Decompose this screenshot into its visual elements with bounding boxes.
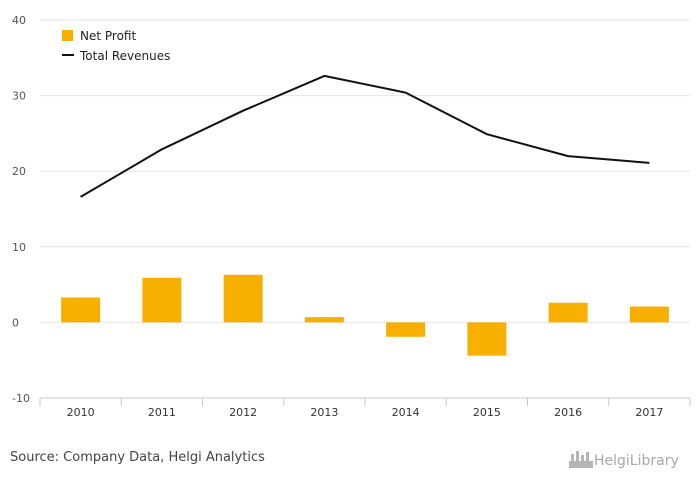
net-profit-bar <box>61 297 101 323</box>
x-tick-label: 2011 <box>148 406 176 419</box>
brand-logo: HelgiLibrary <box>568 449 679 473</box>
x-tick-label: 2012 <box>229 406 257 419</box>
net-profit-bar <box>223 274 263 323</box>
x-tick-label: 2014 <box>392 406 420 419</box>
y-tick-label: 40 <box>12 14 26 27</box>
legend-swatch-net-profit <box>62 30 73 41</box>
total-revenues-line <box>80 74 650 198</box>
grid-lines <box>40 19 690 323</box>
legend-label-net-profit: Net Profit <box>80 29 136 43</box>
x-tick-label: 2017 <box>635 406 663 419</box>
x-axis: 2010 2011 2012 2013 2014 2015 2016 2017 <box>39 397 691 419</box>
net-profit-bars <box>61 274 669 356</box>
y-tick-label: 0 <box>12 316 19 329</box>
legend-label-total-revenues: Total Revenues <box>79 49 170 63</box>
source-note: Source: Company Data, Helgi Analytics <box>10 450 265 465</box>
brand-name: HelgiLibrary <box>594 453 679 469</box>
y-tick-label: 30 <box>12 90 26 103</box>
y-tick-label: 20 <box>12 165 26 178</box>
x-tick-label: 2015 <box>473 406 501 419</box>
net-profit-bar <box>629 306 669 323</box>
net-profit-bar <box>467 322 507 356</box>
x-tick-label: 2013 <box>310 406 338 419</box>
helgi-library-logo-icon <box>568 449 594 473</box>
x-tick-label: 2010 <box>67 406 95 419</box>
legend: Net Profit Total Revenues <box>62 29 170 63</box>
y-tick-label: -10 <box>12 392 30 405</box>
net-profit-bar <box>386 322 426 337</box>
y-tick-label: 10 <box>12 241 26 254</box>
x-tick-label: 2016 <box>554 406 582 419</box>
total-revenues-series-line <box>80 74 650 198</box>
y-axis-ticks: -10 0 10 20 30 40 <box>12 14 30 405</box>
net-profit-bar <box>142 277 182 323</box>
net-profit-bar <box>304 317 344 323</box>
net-profit-bar <box>548 302 588 323</box>
